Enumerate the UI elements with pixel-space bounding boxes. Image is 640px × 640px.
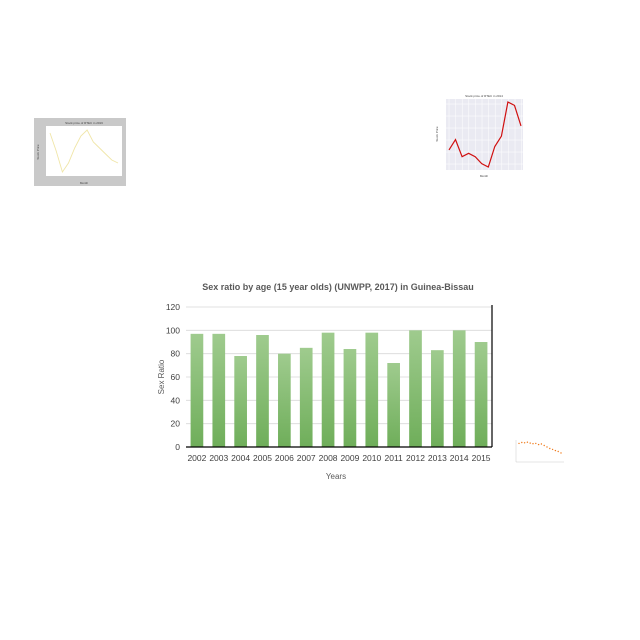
y-tick-label: 120	[166, 302, 180, 312]
thumbnail-points	[518, 441, 562, 454]
scatter-point	[557, 450, 559, 453]
y-tick-label: 80	[171, 349, 181, 359]
scatter-point	[554, 449, 557, 452]
x-tick-label: 2007	[297, 453, 316, 463]
x-tick-label: 2009	[340, 453, 359, 463]
bar	[343, 349, 357, 447]
scatter-point	[535, 442, 537, 445]
x-tick-label: 2008	[319, 453, 338, 463]
x-tick-label: 2003	[209, 453, 228, 463]
y-axis-title: Sex Ratio	[157, 359, 166, 394]
x-tick-label: 2012	[406, 453, 425, 463]
x-tick-label: 2015	[472, 453, 491, 463]
x-tick-label: 2010	[362, 453, 381, 463]
bar	[278, 353, 291, 447]
scatter-point	[518, 442, 520, 445]
gridlines	[186, 306, 492, 425]
bar	[409, 330, 422, 447]
thumbnail-y-label: Stock Price	[435, 126, 439, 142]
scatter-point	[560, 452, 562, 454]
scatter-point	[523, 442, 526, 444]
y-tick-label: 0	[175, 442, 180, 452]
bar	[365, 332, 379, 447]
bar	[474, 342, 488, 447]
thumbnail-plot-area	[46, 126, 122, 176]
thumbnail-frame	[510, 436, 568, 466]
bar	[299, 347, 313, 447]
bar	[431, 350, 444, 447]
x-tick-label: 2011	[385, 453, 404, 463]
x-tick-label: 2014	[450, 453, 469, 463]
x-axis-ticks: 2002 2003 2004 2005 2006 2007 2008 2009 2010 2011…	[187, 453, 490, 463]
x-tick-label: 2002	[187, 453, 206, 463]
thumbnail-title: Stock price of RTEC in 2014	[465, 94, 503, 98]
scatter-point	[521, 441, 523, 444]
scatter-point	[540, 443, 543, 445]
bar	[321, 332, 335, 447]
scatter-point	[549, 447, 551, 450]
thumbnail-chart-scatter	[510, 436, 568, 466]
thumbnail-series-line	[49, 129, 119, 174]
scatter-point	[543, 444, 545, 447]
bar	[387, 363, 400, 447]
bar	[452, 330, 466, 447]
thumbnail-chart-rtec-2016: Stock price of RTEC in 2016 Month Stock …	[34, 118, 126, 186]
scatter-point	[537, 443, 540, 446]
bar	[212, 333, 226, 447]
y-tick-label: 20	[171, 419, 181, 429]
x-tick-label: 2013	[428, 453, 447, 463]
chart-title: Sex ratio by age (15 year olds) (UNWPP, …	[202, 282, 473, 292]
scatter-point	[529, 442, 531, 444]
thumbnail-chart-svg: Stock price of RTEC in 2016 Month Stock …	[34, 118, 126, 186]
x-axis-title: Years	[326, 472, 346, 481]
bar	[234, 356, 247, 447]
thumbnail-title: Stock price of RTEC in 2016	[65, 121, 103, 125]
y-tick-label: 40	[171, 395, 181, 405]
main-bar-chart: Sex ratio by age (15 year olds) (UNWPP, …	[150, 270, 500, 486]
x-tick-label: 2005	[253, 453, 272, 463]
bar	[256, 335, 269, 447]
x-tick-label: 2006	[275, 453, 294, 463]
y-axis-ticks: 0 20 40 60 80 100 120	[166, 302, 180, 452]
thumbnail-chart-svg: Stock price of RTEC in 2014 Month Stock …	[434, 92, 526, 178]
thumbnail-series-line	[448, 101, 522, 168]
scatter-point	[526, 441, 529, 443]
y-tick-label: 100	[166, 325, 180, 335]
thumbnail-plot-area	[446, 99, 523, 170]
y-tick-label: 60	[171, 372, 181, 382]
thumbnail-chart-rtec-2014: Stock price of RTEC in 2014 Month Stock …	[434, 92, 526, 178]
scatter-point	[546, 446, 548, 448]
bar	[190, 333, 204, 447]
scatter-point	[532, 443, 534, 445]
bar-chart-svg: Sex ratio by age (15 year olds) (UNWPP, …	[157, 282, 493, 481]
thumbnail-chart-svg	[510, 436, 568, 466]
thumbnail-x-label: Month	[80, 181, 89, 185]
scatter-point	[551, 448, 554, 451]
thumbnail-x-label: Month	[480, 174, 489, 178]
bars	[190, 330, 488, 447]
x-tick-label: 2004	[231, 453, 250, 463]
thumbnail-y-label: Stock Price	[36, 144, 40, 160]
